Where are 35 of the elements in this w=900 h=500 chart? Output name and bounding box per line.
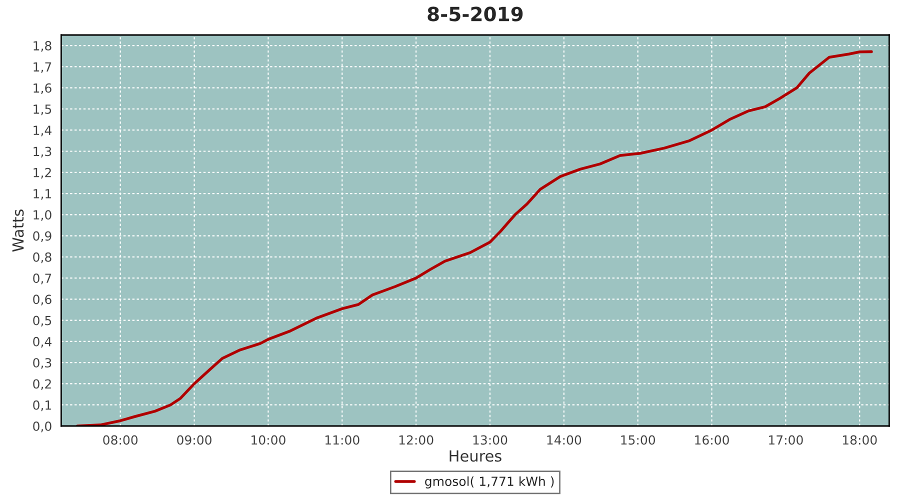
legend-label: gmosol( 1,771 kWh ) (425, 476, 554, 488)
x-tick-label: 12:00 (399, 435, 434, 445)
y-axis-title: Watts (12, 210, 24, 252)
y-tick-label: 0,1 (33, 400, 52, 412)
y-tick-label: 0,7 (33, 274, 52, 284)
y-tick-label: 0,4 (33, 336, 52, 348)
line-series (76, 50, 873, 426)
x-tick-label: 18:00 (842, 435, 877, 445)
x-tick-label: 15:00 (621, 435, 656, 445)
y-tick-label: 0,9 (33, 231, 52, 242)
y-tick-label: 1,8 (34, 41, 52, 52)
x-tick-label: 13:00 (473, 435, 508, 445)
y-tick-label: 0,3 (33, 358, 52, 369)
y-tick-label: 0,2 (33, 379, 51, 390)
x-axis-title: Heures (450, 450, 502, 462)
y-tick-label: 1,6 (34, 83, 52, 94)
y-tick-label: 1,3 (34, 146, 52, 158)
x-tick-label: 09:00 (177, 435, 212, 445)
y-tick-label: 0,8 (33, 252, 52, 264)
x-tick-label: 08:00 (103, 435, 138, 445)
y-tick-label: 1,4 (34, 126, 52, 136)
x-tick-label: 16:00 (695, 435, 729, 445)
x-tick-label: 10:00 (252, 435, 286, 445)
x-tick-label: 11:00 (325, 435, 360, 445)
y-tick-label: 0,0 (33, 421, 52, 432)
y-tick-label: 1,7 (34, 62, 52, 73)
chart-title: 8-5-2019 (428, 6, 523, 22)
y-tick-label: 0,5 (33, 316, 52, 327)
y-tick-label: 0,6 (33, 294, 52, 306)
y-tick-label: 1,0 (34, 210, 52, 221)
x-tick-label: 14:00 (547, 435, 582, 445)
y-tick-label: 1,2 (34, 168, 51, 179)
x-tick-label: 17:00 (769, 435, 803, 445)
y-tick-label: 1,1 (34, 189, 52, 200)
y-tick-label: 1,5 (34, 104, 52, 116)
